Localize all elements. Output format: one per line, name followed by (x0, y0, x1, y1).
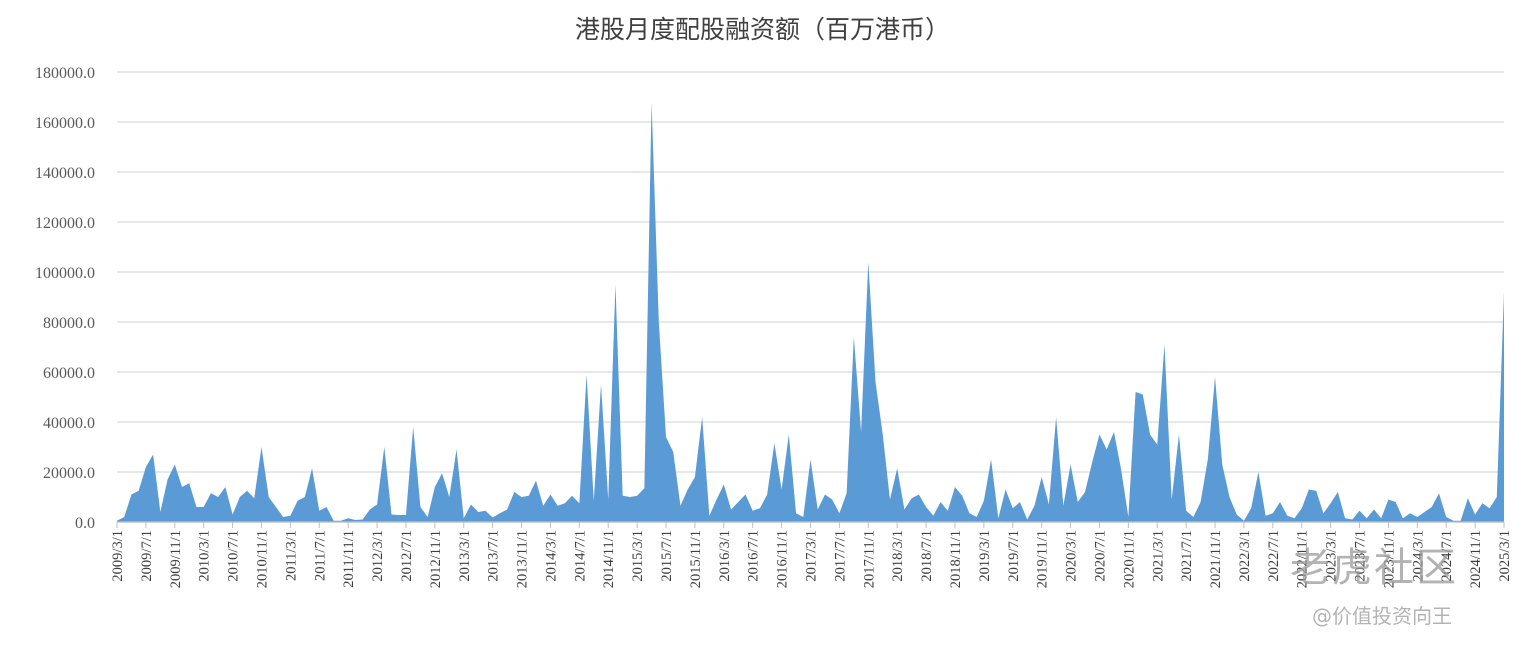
x-tick-label: 2021/11/1 (1208, 530, 1224, 588)
y-tick-label: 120000.0 (35, 215, 95, 232)
y-tick-label: 100000.0 (35, 265, 95, 282)
x-tick-label: 2018/11/1 (948, 530, 964, 588)
x-tick-label: 2010/7/1 (226, 530, 242, 582)
y-tick-label: 160000.0 (35, 115, 95, 132)
y-axis: 0.0 20000.0 40000.0 60000.0 80000.0 100000.0 1… (35, 65, 95, 532)
x-tick-label: 2019/11/1 (1035, 530, 1051, 588)
x-tick-label: 2011/11/1 (341, 530, 357, 588)
x-tick-label: 2010/11/1 (254, 530, 270, 588)
x-tick-label: 2020/3/1 (1064, 530, 1080, 582)
y-tick-label: 60000.0 (43, 365, 95, 382)
x-tick-label: 2015/7/1 (659, 530, 675, 582)
x-tick-label: 2013/7/1 (486, 530, 502, 582)
x-tick-label: 2023/7/1 (1353, 530, 1369, 582)
x-tick-label: 2024/3/1 (1410, 530, 1426, 582)
x-tick-label: 2022/3/1 (1237, 530, 1253, 582)
x-tick-label: 2021/7/1 (1179, 530, 1195, 582)
y-tick-label: 140000.0 (35, 165, 95, 182)
x-tick-label: 2014/11/1 (601, 530, 617, 588)
x-tick-label: 2011/3/1 (283, 530, 299, 581)
x-tick-label: 2010/3/1 (197, 530, 213, 582)
x-tick-label: 2023/11/1 (1381, 530, 1397, 588)
gridlines (117, 71, 1504, 523)
x-tick-label: 2024/11/1 (1468, 530, 1484, 588)
x-tick-label: 2023/3/1 (1324, 530, 1340, 582)
watermark-handle: @价值投资向王 (1312, 604, 1452, 628)
x-tick-label: 2017/7/1 (832, 530, 848, 582)
y-tick-label: 20000.0 (43, 465, 95, 482)
y-tick-label: 0.0 (75, 515, 95, 532)
x-tick-label: 2022/11/1 (1295, 530, 1311, 588)
series-area (117, 102, 1504, 522)
x-tick-label: 2016/7/1 (746, 530, 762, 582)
x-tick-label: 2020/7/1 (1092, 530, 1108, 582)
x-tick-label: 2018/7/1 (919, 530, 935, 582)
x-tick-label: 2019/3/1 (977, 530, 993, 582)
x-tick-label: 2014/3/1 (543, 530, 559, 582)
x-tick-label: 2011/7/1 (312, 530, 328, 581)
x-tick-label: 2016/3/1 (717, 530, 733, 582)
x-tick-label: 2015/11/1 (688, 530, 704, 588)
x-tick-label: 2009/11/1 (168, 530, 184, 588)
x-tick-label: 2012/3/1 (370, 530, 386, 582)
x-tick-label: 2016/11/1 (775, 530, 791, 588)
x-tick-label: 2024/7/1 (1439, 530, 1455, 582)
x-tick-label: 2013/3/1 (457, 530, 473, 582)
x-tick-label: 2012/11/1 (428, 530, 444, 588)
x-axis: 2009/3/1 2009/7/1 2009/11/1 2010/3/1 2010/7/… (110, 521, 1513, 588)
x-tick-label: 2009/3/1 (110, 530, 126, 582)
x-tick-label: 2025/3/1 (1497, 530, 1513, 582)
x-tick-label: 2020/11/1 (1121, 530, 1137, 588)
x-tick-label: 2013/11/1 (515, 530, 531, 588)
chart-title: 港股月度配股融资额（百万港币） (574, 15, 950, 44)
y-tick-label: 40000.0 (43, 415, 95, 432)
area-series (117, 102, 1504, 522)
x-tick-label: 2012/7/1 (399, 530, 415, 582)
x-tick-label: 2017/11/1 (861, 530, 877, 588)
x-tick-label: 2022/7/1 (1266, 530, 1282, 582)
y-tick-label: 80000.0 (43, 315, 95, 332)
x-tick-label: 2021/3/1 (1150, 530, 1166, 582)
x-tick-label: 2014/7/1 (572, 530, 588, 582)
x-tick-label: 2009/7/1 (139, 530, 155, 582)
x-tick-label: 2015/3/1 (630, 530, 646, 582)
watermark-brand: 老虎社区 (1290, 545, 1458, 591)
x-tick-label: 2019/7/1 (1006, 530, 1022, 582)
y-tick-label: 180000.0 (35, 65, 95, 82)
x-tick-label: 2017/3/1 (804, 530, 820, 582)
x-tick-label: 2018/3/1 (890, 530, 906, 582)
watermark-logo: 老虎社区 (1290, 535, 1458, 593)
